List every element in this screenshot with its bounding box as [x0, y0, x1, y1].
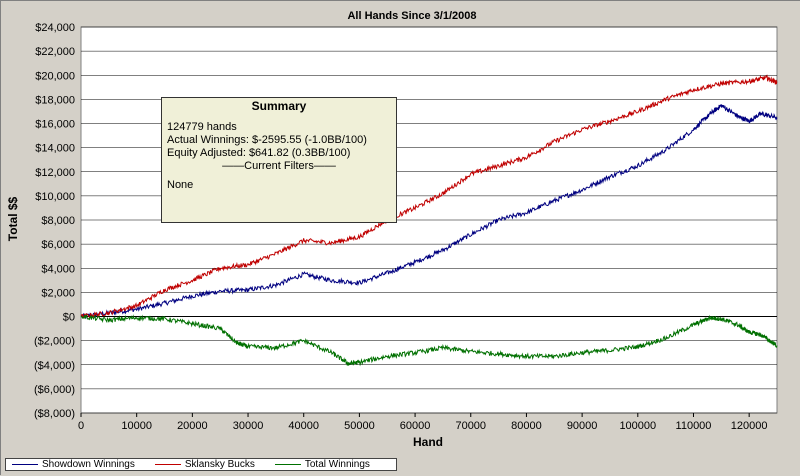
x-tick-label: 20000 — [177, 420, 208, 432]
y-tick-label: $8,000 — [41, 215, 75, 227]
x-tick-label: 40000 — [288, 420, 319, 432]
y-tick-label: ($4,000) — [34, 360, 75, 372]
y-axis-title: Total $$ — [6, 196, 20, 241]
legend-label-total: Total Winnings — [304, 459, 370, 470]
legend-label-showdown: Showdown Winnings — [42, 459, 135, 470]
series-line-showdown — [80, 103, 778, 320]
legend-label-sklansky: Sklansky Bucks — [184, 459, 255, 470]
x-tick-label: 10000 — [121, 420, 152, 432]
x-tick-label: 100000 — [619, 420, 656, 432]
y-tick-label: $12,000 — [35, 167, 75, 179]
y-tick-label: $2,000 — [41, 287, 75, 299]
legend: Showdown Winnings Sklansky Bucks Total W… — [5, 458, 397, 471]
x-tick-marks — [80, 413, 750, 417]
x-tick-label: 80000 — [511, 420, 542, 432]
y-tick-label: $0 — [63, 312, 75, 324]
x-axis-title: Hand — [413, 435, 443, 449]
summary-hands: 124779 hands — [167, 121, 237, 133]
summary-equity-adjusted: Equity Adjusted: $641.82 (0.3BB/100) — [167, 147, 351, 159]
legend-item-sklansky: Sklansky Bucks — [149, 459, 255, 470]
legend-swatch-sklansky — [154, 464, 181, 465]
y-tick-label: $18,000 — [35, 94, 75, 106]
x-tick-label: 30000 — [233, 420, 264, 432]
y-tick-label: $6,000 — [41, 239, 75, 251]
summary-filters-header: ——Current Filters—— — [222, 160, 336, 172]
legend-swatch-total — [274, 464, 301, 465]
y-tick-label: $16,000 — [35, 119, 75, 131]
y-tick-label: $22,000 — [35, 46, 75, 58]
x-tick-label: 50000 — [344, 420, 375, 432]
series-line-sklansky — [80, 74, 778, 319]
legend-item-total: Total Winnings — [269, 459, 370, 470]
y-tick-label: ($8,000) — [34, 408, 75, 420]
x-tick-label: 120000 — [731, 420, 768, 432]
y-tick-label: $4,000 — [41, 263, 75, 275]
x-tick-label: 0 — [78, 420, 84, 432]
y-tick-labels: ($8,000) ($6,000) ($4,000) ($2,000) $0 $2,000… — [34, 22, 75, 420]
y-tick-label: $20,000 — [35, 70, 75, 82]
y-tick-label: $10,000 — [35, 191, 75, 203]
legend-item-showdown: Showdown Winnings — [6, 459, 135, 470]
x-tick-label: 60000 — [400, 420, 431, 432]
x-tick-label: 70000 — [455, 420, 486, 432]
y-tick-label: $24,000 — [35, 22, 75, 34]
summary-title: Summary — [251, 99, 307, 113]
series-lines — [80, 74, 778, 367]
summary-box: Summary 124779 hands Actual Winnings: $-… — [161, 97, 397, 223]
y-tick-label: ($6,000) — [34, 384, 75, 396]
summary-actual-winnings: Actual Winnings: $-2595.55 (-1.0BB/100) — [167, 134, 367, 146]
chart-title: All Hands Since 3/1/2008 — [347, 10, 476, 22]
x-tick-labels: 0 10000 20000 30000 40000 50000 60000 70000 8000… — [78, 420, 768, 432]
summary-filters-value: None — [167, 179, 194, 191]
legend-swatch-showdown — [12, 464, 38, 465]
y-tick-label: ($2,000) — [34, 336, 75, 348]
x-tick-label: 90000 — [567, 420, 598, 432]
x-tick-label: 110000 — [676, 420, 712, 432]
y-tick-label: $14,000 — [35, 143, 75, 155]
series-line-total — [80, 314, 778, 367]
